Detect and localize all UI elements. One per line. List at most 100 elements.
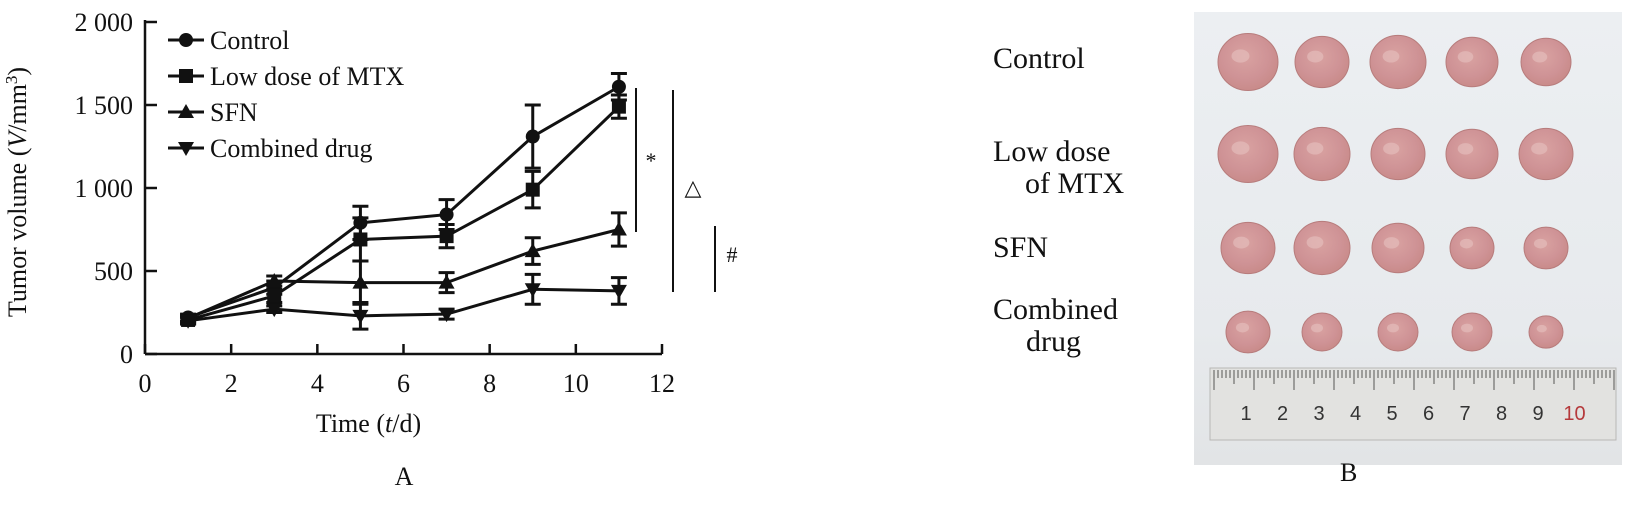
marker-square (267, 288, 282, 303)
photo-row-label: Low dose (993, 135, 1111, 168)
marker-triangle-down (524, 283, 541, 298)
tumor-highlight (1307, 50, 1324, 63)
tumor-highlight (1533, 238, 1548, 249)
tumor-sample (1445, 128, 1499, 180)
x-tick-label: 4 (311, 369, 324, 398)
ruler-number: 8 (1496, 403, 1507, 425)
marker-triangle-up (266, 272, 283, 287)
legend-label: Low dose of MTX (210, 62, 404, 91)
ruler-number: 1 (1240, 403, 1251, 425)
x-tick-label: 12 (649, 369, 675, 398)
marker-triangle-up (352, 274, 369, 289)
tumor-sample (1520, 37, 1572, 87)
tumor-sample (1301, 312, 1343, 352)
marker-triangle-up (438, 274, 455, 289)
marker-square (525, 182, 540, 197)
tumor-sample (1451, 312, 1493, 352)
marker-triangle-down (178, 142, 194, 156)
marker-circle (611, 79, 626, 94)
marker-triangle-down (438, 308, 455, 323)
ruler-number: 9 (1532, 403, 1543, 425)
tumor-highlight (1235, 322, 1250, 333)
tumor-sample (1217, 33, 1279, 91)
tumor-photo: 1 2 3 4 5 6 7 8 9 10 (1194, 12, 1622, 465)
tumor-highlight (1311, 323, 1323, 333)
photo-row-label: Control (993, 42, 1085, 75)
marker-triangle-up (610, 221, 627, 236)
tumor-highlight (1231, 141, 1250, 155)
tumor-photo-drawing: 1 2 3 4 5 6 7 8 9 10 (1209, 33, 1617, 441)
legend-entry: Control (168, 26, 289, 55)
ruler-number: 6 (1423, 403, 1434, 425)
ruler-number: 10 (1563, 403, 1585, 425)
tumor-sample (1370, 127, 1426, 181)
tumor-sample (1220, 221, 1276, 275)
tumor-highlight (1231, 49, 1250, 63)
marker-triangle-down (352, 309, 369, 324)
photo-row-label: Combined (993, 293, 1118, 326)
y-tick-label: 500 (94, 257, 133, 286)
ruler-number: 2 (1277, 403, 1288, 425)
tumor-highlight (1459, 238, 1474, 249)
tumor-sample (1528, 315, 1564, 349)
x-axis-title: Time (t/d) (316, 409, 421, 438)
marker-triangle-down (266, 303, 283, 318)
tumor-highlight (1387, 323, 1399, 333)
x-tick-label: 2 (225, 369, 238, 398)
y-tick-label: 2 000 (75, 8, 134, 37)
tumor-sample (1445, 36, 1499, 88)
x-tick-label: 6 (397, 369, 410, 398)
tumor-highlight (1382, 50, 1400, 63)
legend-entry: Combined drug (168, 134, 373, 163)
marker-circle (525, 129, 540, 144)
y-tick-label: 0 (120, 340, 133, 369)
significance-symbol: * (646, 148, 657, 173)
tumor-volume-chart: 0 500 1 000 1 500 2 000 0 2 4 6 8 10 12 Control Low … (2, 8, 738, 491)
legend-label: Control (210, 26, 289, 55)
series-sfn (180, 211, 627, 325)
marker-circle (439, 207, 454, 222)
ruler-number: 7 (1459, 403, 1470, 425)
marker-square (611, 99, 626, 114)
y-tick-label: 1 000 (75, 174, 134, 203)
marker-triangle-down (610, 284, 627, 299)
tumor-highlight (1461, 323, 1473, 333)
tumor-highlight (1306, 236, 1324, 249)
ruler-number: 3 (1313, 403, 1324, 425)
tumor-highlight (1532, 51, 1548, 63)
legend-entry: Low dose of MTX (168, 62, 404, 91)
tumor-highlight (1383, 237, 1400, 249)
tumor-highlight (1383, 142, 1400, 155)
axis-ticks: 0 500 1 000 1 500 2 000 0 2 4 6 8 10 12 (75, 8, 676, 398)
tumor-highlight (1536, 324, 1547, 333)
tumor-highlight (1457, 51, 1474, 63)
tumor-sample (1294, 35, 1350, 89)
marker-triangle-down (180, 314, 197, 329)
marker-triangle-up (178, 104, 194, 118)
series-line (187, 287, 619, 323)
tumor-highlight (1306, 142, 1324, 155)
series-layer (180, 71, 627, 331)
tumor-highlight (1531, 142, 1548, 155)
photo-row-label: SFN (993, 231, 1049, 264)
tumor-sample (1523, 226, 1569, 270)
photo-row-label: drug (1026, 325, 1081, 358)
series-combined-drug (180, 272, 627, 331)
marker-square (353, 232, 368, 247)
marker-triangle-up (524, 243, 541, 258)
series-line (187, 85, 620, 319)
y-axis-title: Tumor volume (V/mm3) (2, 67, 33, 317)
ruler-number: 4 (1350, 403, 1361, 425)
significance-symbol: △ (685, 175, 702, 200)
series-line (187, 228, 620, 320)
photo-row-label: of MTX (1025, 167, 1125, 200)
legend-label: Combined drug (210, 134, 373, 163)
tumor-sample (1369, 34, 1427, 90)
panel-label-a: A (395, 462, 414, 491)
marker-square (439, 229, 454, 244)
ruler-number: 5 (1386, 403, 1397, 425)
series-line (187, 105, 620, 322)
tumor-sample (1293, 126, 1351, 182)
marker-square (179, 69, 193, 83)
x-tick-label: 10 (563, 369, 589, 398)
